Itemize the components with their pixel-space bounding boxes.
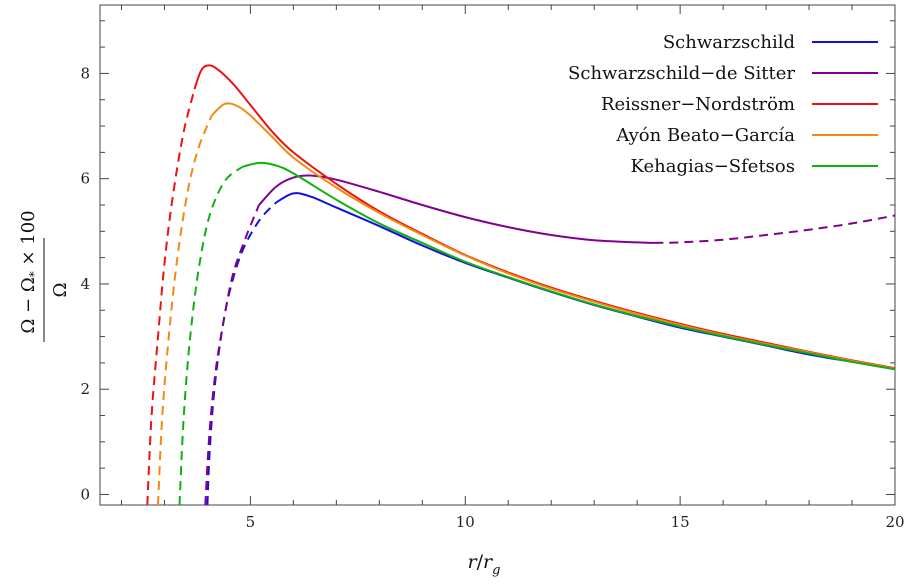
series-4: [178, 161, 895, 505]
legend: Schwarzschild Schwarzschild−de Sitter Reis…: [568, 32, 878, 177]
plot-border: [99, 4, 896, 506]
svg-text:Ω − Ω* × 100: Ω − Ω* × 100: [18, 210, 41, 333]
x-tick-label: 10: [456, 513, 475, 531]
y-tick-label: 6: [80, 170, 90, 188]
series-1: [204, 174, 895, 505]
legend-label: Kehagias−Sfetsos: [631, 156, 795, 177]
legend-label: Schwarzschild−de Sitter: [568, 63, 795, 84]
y-axis-label: Ω − Ω* × 100 Ω: [18, 210, 71, 342]
y-tick-label: 0: [80, 485, 90, 503]
y-tick-label: 8: [80, 64, 90, 82]
x-tick-label: 15: [671, 513, 690, 531]
series-dashed-line: [204, 204, 260, 505]
series-lines: [146, 64, 895, 505]
series-dashed-line: [146, 88, 196, 505]
series-solid-line: [275, 192, 895, 371]
series-dashed-line: [178, 166, 243, 505]
legend-label: Schwarzschild: [663, 32, 795, 53]
x-tick-label: 20: [885, 513, 904, 531]
x-tick-label: 5: [246, 513, 256, 531]
y-tick-label: 2: [80, 380, 90, 398]
plot-frame: [99, 4, 896, 506]
x-axis-label: r/rg: [468, 551, 501, 578]
series-dashed-line: [157, 115, 213, 505]
legend-label: Reissner−Nordström: [601, 94, 795, 115]
series-solid-line: [211, 102, 895, 370]
y-tick-label: 4: [80, 275, 90, 293]
series-solid-line: [241, 161, 895, 371]
series-dashed-tail: [654, 214, 895, 244]
series-3: [157, 102, 895, 505]
axis-ticks: 5 10 15 20 0 2 4 6 8: [80, 5, 905, 531]
series-solid-line: [258, 174, 655, 244]
svg-text:Ω: Ω: [50, 283, 71, 298]
legend-label: Ayón Beato−García: [615, 125, 795, 146]
axis-labels: r/rg Ω − Ω* × 100 Ω: [18, 210, 500, 578]
